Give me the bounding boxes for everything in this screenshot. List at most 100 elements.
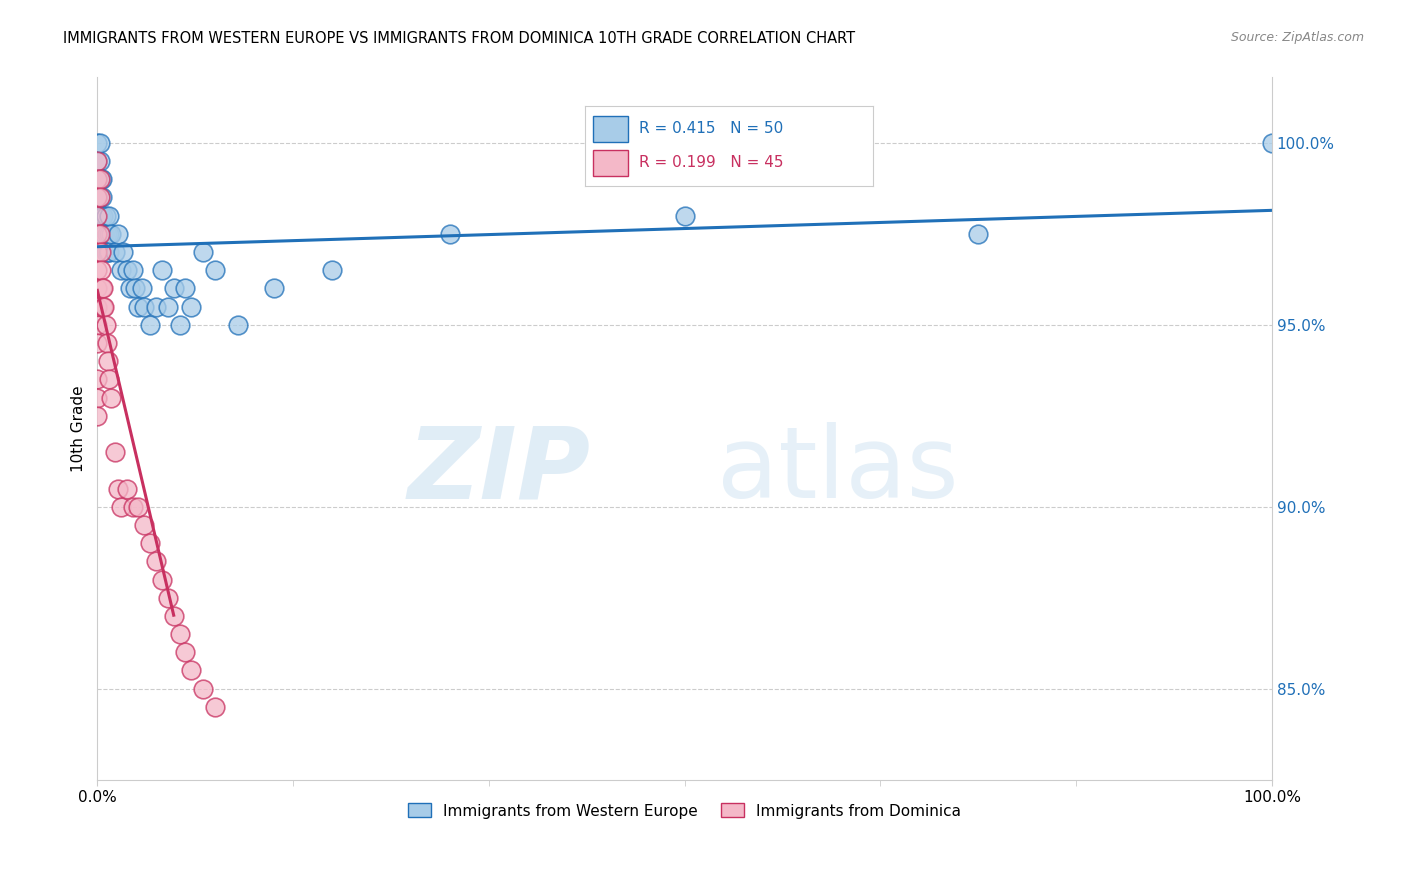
Point [169,318,191,332]
Point [145,554,167,568]
Point [263,281,285,295]
Point [86,263,108,277]
Point [86,281,108,295]
Point [94,245,117,260]
Point [86,172,108,186]
Point [120,281,142,295]
Point [97,245,120,260]
Point [150,263,173,277]
Point [98,245,121,260]
Point [139,536,162,550]
Point [107,482,129,496]
Point [86,190,108,204]
Point [91,209,114,223]
Point [86,300,108,314]
Point [321,263,343,277]
Y-axis label: 10th Grade: 10th Grade [72,385,86,472]
Point [115,263,138,277]
Point [86,154,108,169]
Point [124,281,146,295]
Point [86,227,108,241]
Point [226,318,249,332]
Point [134,300,156,314]
Point [98,372,121,386]
Point [91,172,114,186]
Point [89,190,111,204]
Point [91,190,114,204]
Point [86,209,108,223]
Point [110,500,132,514]
Point [89,136,111,150]
Point [91,281,114,295]
Point [94,318,117,332]
Point [97,354,120,368]
Point [96,227,118,241]
Point [94,209,117,223]
Point [156,591,179,605]
Point [134,517,156,532]
Point [93,227,115,241]
Point [174,645,197,659]
Point [121,263,143,277]
Point [93,300,115,314]
Point [145,300,167,314]
Point [91,227,114,241]
Point [90,263,112,277]
Point [100,227,122,241]
Point [191,245,214,260]
Point [180,664,202,678]
Point [110,263,132,277]
Point [673,209,696,223]
Point [139,318,162,332]
Point [89,190,111,204]
Point [169,627,191,641]
Point [89,154,111,169]
Point [150,573,173,587]
Point [104,245,127,260]
Point [1261,136,1284,150]
Text: ZIP: ZIP [408,422,591,519]
Text: IMMIGRANTS FROM WESTERN EUROPE VS IMMIGRANTS FROM DOMINICA 10TH GRADE CORRELATIO: IMMIGRANTS FROM WESTERN EUROPE VS IMMIGR… [63,31,855,46]
Point [204,699,226,714]
Point [191,681,214,696]
Point [127,500,149,514]
Point [98,227,121,241]
Point [163,281,186,295]
Point [156,300,179,314]
Point [127,300,149,314]
Point [131,281,153,295]
Point [104,445,127,459]
Point [91,300,114,314]
Point [89,172,111,186]
Point [115,482,138,496]
Point [86,318,108,332]
Point [174,281,197,295]
Point [163,608,186,623]
Point [967,227,990,241]
Point [180,300,202,314]
Point [86,136,108,150]
Point [89,227,111,241]
Point [91,281,114,295]
Point [96,336,118,351]
Point [98,209,121,223]
Point [100,391,122,405]
Point [86,336,108,351]
Point [112,245,135,260]
Text: atlas: atlas [717,422,957,519]
Point [86,409,108,423]
Legend: Immigrants from Western Europe, Immigrants from Dominica: Immigrants from Western Europe, Immigran… [402,797,967,824]
Point [86,172,108,186]
Point [86,391,108,405]
Point [86,154,108,169]
Point [107,227,129,241]
Point [86,372,108,386]
Point [90,172,112,186]
Point [121,500,143,514]
Point [439,227,461,241]
Point [86,245,108,260]
Point [204,263,226,277]
Point [90,245,112,260]
Text: Source: ZipAtlas.com: Source: ZipAtlas.com [1230,31,1364,45]
Point [89,172,111,186]
